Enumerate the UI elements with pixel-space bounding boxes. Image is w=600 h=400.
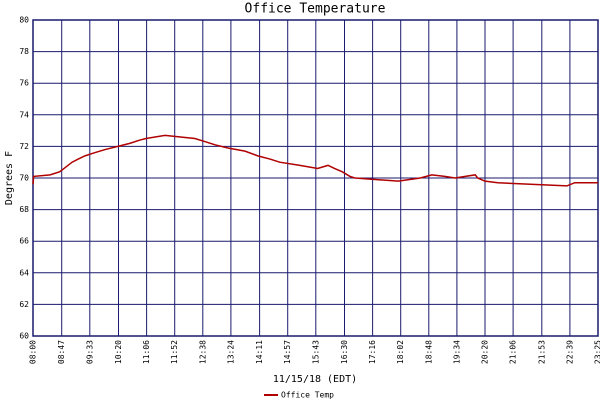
x-tick-label: 21:06	[509, 340, 518, 364]
y-tick-label: 64	[19, 268, 29, 277]
x-tick-label: 16:30	[340, 340, 349, 364]
x-axis-label: 11/15/18 (EDT)	[273, 374, 357, 385]
plot-area	[32, 134, 598, 187]
legend: Office Temp	[264, 391, 334, 400]
x-tick-label: 23:25	[594, 340, 600, 364]
x-tick-label: 12:38	[198, 340, 207, 364]
y-tick-label: 80	[19, 16, 29, 25]
x-tick-label: 21:53	[537, 340, 546, 364]
y-tick-label: 68	[19, 205, 29, 214]
data-line	[32, 134, 598, 187]
x-tick-label: 08:00	[29, 340, 38, 364]
y-tick-label: 76	[19, 79, 29, 88]
x-tick-label: 14:57	[283, 340, 292, 364]
x-tick-label: 19:34	[452, 340, 461, 364]
legend-label: Office Temp	[281, 391, 334, 400]
x-tick-label: 20:20	[481, 340, 490, 364]
y-tick-label: 70	[19, 174, 29, 183]
grid: 60 62 64 66 68 70 72 74 76 78 80 08:00 08:47 09:33 10:…	[19, 16, 600, 365]
x-tick-label: 18:02	[396, 340, 405, 364]
x-tick-label: 08:47	[57, 340, 66, 364]
y-tick-label: 78	[19, 47, 29, 56]
x-tick-label: 13:24	[226, 340, 235, 364]
y-axis-label: Degrees F	[4, 151, 15, 205]
x-tick-label: 11:52	[170, 340, 179, 364]
y-tick-label: 74	[19, 110, 29, 119]
y-tick-label: 60	[19, 332, 29, 341]
x-tick-label: 10:20	[114, 340, 123, 364]
y-tick-label: 62	[19, 300, 29, 309]
x-tick-label: 09:33	[85, 340, 94, 364]
x-tick-label: 22:39	[565, 340, 574, 364]
y-tick-label: 72	[19, 142, 29, 151]
x-tick-label: 11:06	[142, 340, 151, 364]
x-tick-label: 15:43	[311, 340, 320, 364]
chart-title: Office Temperature	[245, 2, 386, 17]
x-tick-label: 18:48	[424, 340, 433, 364]
x-tick-label: 17:16	[368, 340, 377, 364]
x-tick-label: 14:11	[255, 340, 264, 364]
y-tick-label: 66	[19, 237, 29, 246]
